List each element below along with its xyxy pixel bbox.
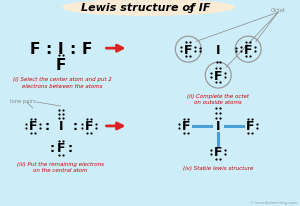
Text: Octet: Octet: [271, 8, 286, 13]
Text: © knordislearning.com: © knordislearning.com: [250, 200, 297, 204]
Text: on the central atom: on the central atom: [34, 167, 88, 172]
Text: F: F: [246, 120, 254, 133]
Text: lone pairs: lone pairs: [10, 98, 36, 103]
Text: electrons between the atoms: electrons between the atoms: [22, 83, 103, 88]
Text: Lewis structure of IF: Lewis structure of IF: [81, 3, 210, 13]
Text: F: F: [30, 41, 40, 56]
Text: :: :: [44, 120, 49, 133]
Text: F: F: [28, 120, 37, 133]
Text: :: :: [67, 142, 72, 155]
Text: (i) Select the center atom and put 2: (i) Select the center atom and put 2: [13, 76, 112, 81]
Text: F: F: [81, 41, 92, 56]
Text: I: I: [58, 41, 64, 56]
Text: I: I: [216, 43, 220, 56]
Text: (iv) Stable lewis structure: (iv) Stable lewis structure: [183, 165, 254, 171]
Text: F: F: [182, 120, 190, 133]
Text: F: F: [244, 43, 252, 56]
Text: F: F: [84, 120, 93, 133]
Text: F: F: [214, 69, 223, 82]
Text: :: :: [70, 41, 76, 56]
Text: F: F: [56, 142, 65, 155]
Text: I: I: [216, 120, 220, 133]
Text: :: :: [49, 142, 54, 155]
Text: 3: 3: [188, 6, 194, 15]
Text: :: :: [46, 41, 52, 56]
Text: (iii) Put the remaining electrons: (iii) Put the remaining electrons: [17, 162, 104, 166]
Text: F: F: [184, 43, 193, 56]
Text: (ii) Complete the octet: (ii) Complete the octet: [187, 93, 249, 98]
Text: on outside atoms: on outside atoms: [194, 99, 242, 104]
Text: F: F: [56, 57, 66, 72]
Ellipse shape: [63, 0, 234, 16]
Text: :: :: [72, 120, 77, 133]
Text: F: F: [214, 146, 223, 159]
Text: I: I: [58, 120, 63, 133]
